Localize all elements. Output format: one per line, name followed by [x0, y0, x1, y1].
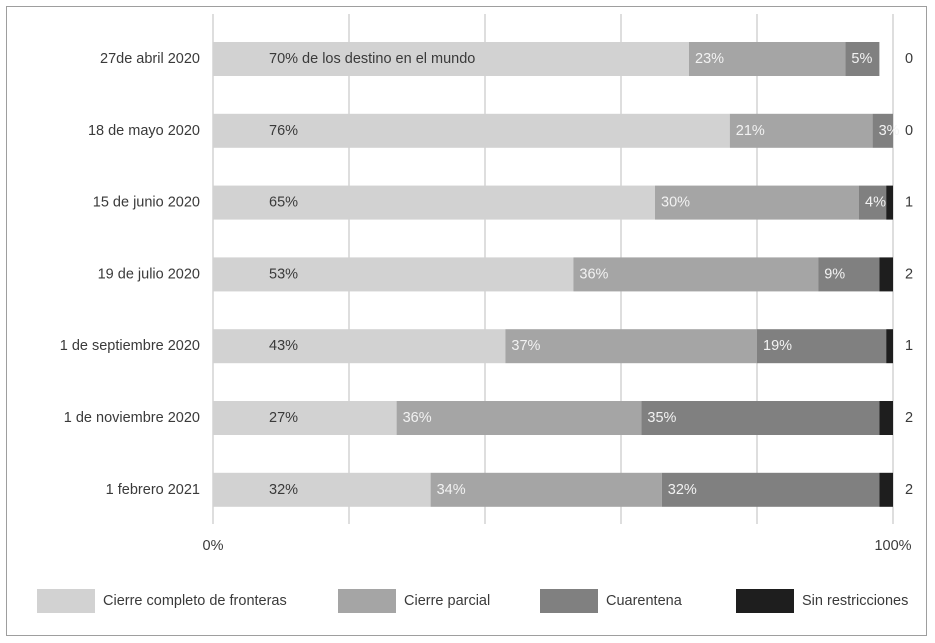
data-label: 76% [269, 123, 298, 139]
bar-segment [818, 257, 880, 292]
bar-segment [213, 42, 689, 76]
legend-label: Cierre parcial [404, 593, 490, 609]
category-label: 19 de julio 2020 [98, 266, 200, 282]
right-value-label: 2 [905, 266, 913, 282]
bar-segment [213, 401, 397, 435]
data-label: 36% [579, 266, 608, 282]
category-label: 1 febrero 2021 [106, 482, 200, 498]
bar-segment [430, 472, 662, 507]
data-label: 21% [736, 123, 765, 139]
data-label: 32% [269, 482, 298, 498]
right-value-label: 1 [905, 195, 913, 211]
x-tick-label: 100% [874, 538, 911, 554]
bar-segment [729, 113, 873, 148]
bar-segment [573, 257, 819, 292]
bar-segment [859, 185, 887, 220]
data-label: 34% [437, 482, 466, 498]
legend-swatch [37, 589, 95, 613]
bar-segment [505, 329, 757, 364]
bar-segment [655, 185, 859, 220]
bar-segment [213, 113, 730, 148]
right-value-label: 0 [905, 51, 913, 67]
bar-segment [689, 42, 846, 76]
bar-segment [879, 401, 893, 435]
bar-segment [757, 329, 887, 364]
category-label: 15 de junio 2020 [93, 195, 200, 211]
data-label: 35% [647, 410, 676, 426]
bar-segment [661, 472, 880, 507]
bar-segment [845, 42, 880, 76]
bar-segment [641, 401, 880, 435]
category-label: 1 de septiembre 2020 [60, 338, 200, 354]
data-label: 65% [269, 195, 298, 211]
bar-segment [879, 472, 893, 507]
bar-segment [213, 329, 506, 364]
data-label: 30% [661, 195, 690, 211]
bar-segment [213, 472, 431, 507]
bar-segment [213, 185, 655, 220]
right-value-label: 2 [905, 482, 913, 498]
category-label: 1 de noviembre 2020 [64, 410, 200, 426]
bar-segment [213, 257, 574, 292]
chart-frame [6, 6, 927, 636]
legend-swatch [338, 589, 396, 613]
data-label: 4% [865, 195, 886, 211]
bar-segment [879, 257, 893, 292]
data-label: 27% [269, 410, 298, 426]
bar-segment [886, 185, 893, 220]
data-label: 43% [269, 338, 298, 354]
data-label: 19% [763, 338, 792, 354]
legend-swatch [736, 589, 794, 613]
legend-label: Sin restricciones [802, 593, 908, 609]
x-tick-label: 0% [203, 538, 224, 554]
bar-segment [872, 113, 893, 148]
data-label: 37% [511, 338, 540, 354]
right-value-label: 1 [905, 338, 913, 354]
bar-segment [396, 401, 642, 435]
data-label: 23% [695, 51, 724, 67]
data-label: 36% [403, 410, 432, 426]
data-label: 9% [824, 266, 845, 282]
right-value-label: 0 [905, 123, 913, 139]
legend-swatch [540, 589, 598, 613]
right-value-label: 2 [905, 410, 913, 426]
data-label: 3% [879, 123, 900, 139]
bar-segment [886, 329, 893, 364]
category-label: 18 de mayo 2020 [88, 123, 200, 139]
category-label: 27de abril 2020 [100, 51, 200, 67]
data-label: 32% [668, 482, 697, 498]
legend-label: Cuarentena [606, 593, 683, 609]
legend-label: Cierre completo de fronteras [103, 593, 287, 609]
data-label: 70% de los destino en el mundo [269, 51, 475, 67]
data-label: 53% [269, 266, 298, 282]
data-label: 5% [851, 51, 872, 67]
